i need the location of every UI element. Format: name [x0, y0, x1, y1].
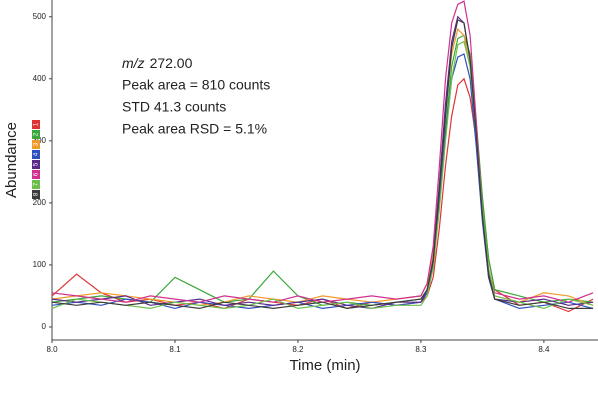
- legend-label: 1: [34, 122, 40, 126]
- y-axis-label: Abundance: [3, 122, 20, 198]
- legend-swatch: [32, 150, 40, 159]
- legend-label: 6: [34, 172, 40, 176]
- legend-swatch: [32, 160, 40, 169]
- y-tick-label: 200: [33, 198, 47, 207]
- data-line: [51, 0, 594, 303]
- annotation: STD 41.3 counts: [122, 99, 226, 115]
- legend-swatch: [32, 170, 40, 179]
- y-tick-label: 100: [33, 260, 47, 269]
- legend-swatch: [32, 120, 40, 129]
- x-tick-label: 8.3: [415, 345, 427, 354]
- data-line: [51, 19, 594, 310]
- legend-label: 3: [34, 142, 40, 146]
- x-tick-label: 8.0: [46, 345, 58, 354]
- legend-swatch: [32, 180, 40, 189]
- y-tick-label: 400: [33, 74, 47, 83]
- legend-label: 2: [34, 132, 40, 136]
- x-axis-label: Time (min): [289, 357, 360, 374]
- legend-label: 8: [34, 192, 40, 196]
- annotation: m/z 272.00: [122, 55, 193, 71]
- legend-swatch: [32, 190, 40, 199]
- x-tick-label: 8.2: [292, 345, 304, 354]
- y-tick-label: 0: [42, 322, 47, 331]
- legend-label: 7: [34, 182, 40, 186]
- annotation: Peak area = 810 counts: [122, 77, 270, 93]
- x-tick-label: 8.1: [169, 345, 181, 354]
- data-line: [51, 40, 594, 310]
- annotation-part: m/z: [122, 55, 145, 71]
- x-tick-label: 8.4: [538, 345, 550, 354]
- legend-swatch: [32, 140, 40, 149]
- legend-label: 5: [34, 162, 40, 166]
- y-tick-label: 500: [33, 12, 47, 21]
- legend-swatch: [32, 130, 40, 139]
- legend-label: 4: [34, 152, 40, 156]
- annotation: Peak area RSD = 5.1%: [122, 121, 267, 137]
- annotation-part: 272.00: [150, 55, 193, 71]
